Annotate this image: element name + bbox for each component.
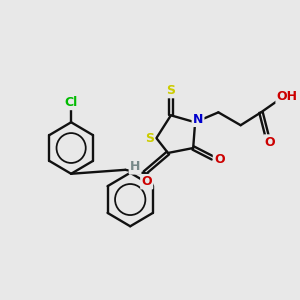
Text: N: N <box>193 113 203 126</box>
Text: O: O <box>141 175 152 188</box>
Text: O: O <box>214 153 225 167</box>
Text: OH: OH <box>277 90 298 103</box>
Text: Cl: Cl <box>64 96 78 109</box>
Text: H: H <box>130 160 140 173</box>
Text: S: S <box>167 84 176 97</box>
Text: S: S <box>145 132 154 145</box>
Text: O: O <box>264 136 275 148</box>
